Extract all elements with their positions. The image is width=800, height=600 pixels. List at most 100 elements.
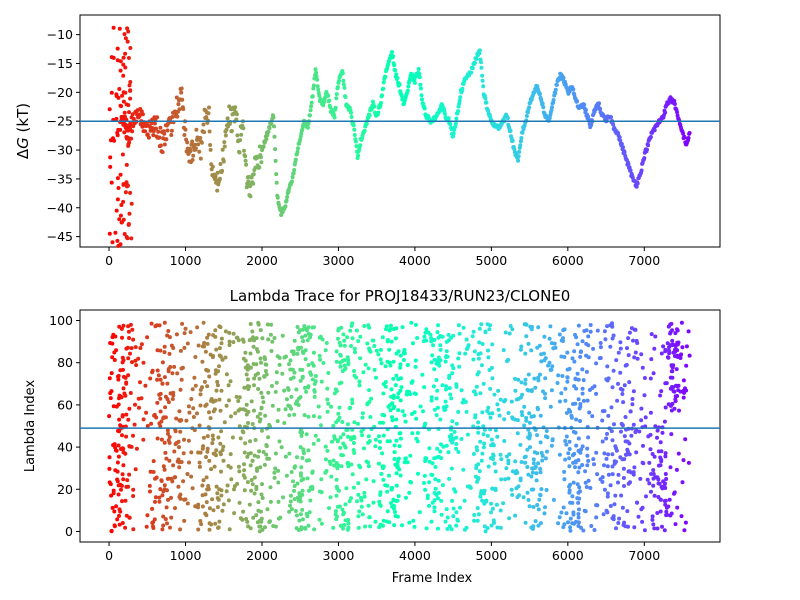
data-point <box>430 461 435 466</box>
data-point <box>249 399 254 404</box>
data-point <box>260 428 264 433</box>
data-point <box>171 390 176 395</box>
data-point <box>311 86 316 91</box>
data-point <box>480 498 485 503</box>
data-point <box>598 345 603 350</box>
data-point <box>141 360 146 365</box>
data-point <box>482 524 487 529</box>
data-point <box>433 465 438 469</box>
data-point <box>476 477 481 482</box>
data-point <box>337 405 342 410</box>
data-point <box>603 337 608 342</box>
data-point <box>114 92 119 97</box>
data-point <box>611 122 616 127</box>
data-point <box>377 525 382 530</box>
data-point <box>358 143 363 148</box>
data-point <box>151 470 156 474</box>
data-point <box>192 375 197 380</box>
data-point <box>568 516 573 521</box>
data-point <box>118 213 123 218</box>
data-point <box>539 352 544 357</box>
data-point <box>461 467 466 472</box>
data-point <box>124 434 129 439</box>
data-point <box>125 26 130 31</box>
data-point <box>118 172 123 177</box>
data-point <box>109 371 114 376</box>
data-point <box>301 447 306 452</box>
data-point <box>434 455 439 460</box>
data-point <box>234 394 239 399</box>
data-point <box>518 442 523 447</box>
data-point <box>640 365 645 370</box>
data-point <box>169 515 174 520</box>
data-point <box>580 444 585 449</box>
data-point <box>235 133 240 138</box>
data-point <box>536 325 541 330</box>
data-point <box>116 95 121 100</box>
data-point <box>576 448 581 453</box>
data-point <box>149 421 154 426</box>
data-point <box>166 400 171 405</box>
data-point <box>246 421 251 425</box>
data-point <box>605 324 610 329</box>
data-point <box>256 320 261 325</box>
data-point <box>327 459 332 464</box>
data-point <box>549 443 554 448</box>
data-point <box>602 463 606 468</box>
data-point <box>385 439 390 444</box>
data-point <box>392 457 397 461</box>
data-point <box>154 475 159 480</box>
data-point <box>357 379 362 384</box>
data-point <box>303 348 308 353</box>
data-point <box>252 408 256 413</box>
data-point <box>477 469 482 474</box>
data-point <box>121 90 126 95</box>
data-point <box>286 386 290 391</box>
data-point <box>682 528 687 533</box>
data-point <box>618 370 623 375</box>
data-point <box>189 397 194 401</box>
data-point <box>162 483 167 488</box>
data-point <box>489 510 493 515</box>
data-point <box>150 506 155 511</box>
data-point <box>617 516 622 521</box>
data-point <box>669 363 674 368</box>
data-point <box>574 519 579 524</box>
data-point <box>462 498 467 503</box>
data-point <box>521 127 526 132</box>
data-point <box>256 387 261 391</box>
data-point <box>306 414 311 419</box>
data-point <box>639 406 644 411</box>
data-point <box>288 503 292 508</box>
data-point <box>649 332 654 337</box>
data-point <box>610 438 615 443</box>
data-point <box>339 464 344 469</box>
data-point <box>348 328 353 333</box>
data-point <box>341 526 345 531</box>
data-point <box>352 127 357 132</box>
data-point <box>292 338 297 343</box>
data-point <box>114 504 119 509</box>
data-point <box>598 356 603 360</box>
data-point <box>164 505 169 510</box>
bottom-scatter-points <box>107 320 692 534</box>
data-point <box>390 415 394 420</box>
data-point <box>531 461 536 466</box>
data-point <box>385 489 390 494</box>
data-point <box>561 328 566 333</box>
data-point <box>367 113 372 118</box>
data-point <box>667 497 672 502</box>
data-point <box>157 499 162 504</box>
data-point <box>188 149 193 154</box>
data-point <box>198 136 203 140</box>
data-point <box>551 497 556 502</box>
data-point <box>632 525 637 530</box>
data-point <box>159 437 164 442</box>
data-point <box>218 441 223 446</box>
data-point <box>543 505 547 510</box>
data-point <box>476 356 481 361</box>
data-point <box>681 395 686 400</box>
data-point <box>502 399 507 404</box>
data-point <box>300 335 305 340</box>
data-point <box>340 507 345 512</box>
